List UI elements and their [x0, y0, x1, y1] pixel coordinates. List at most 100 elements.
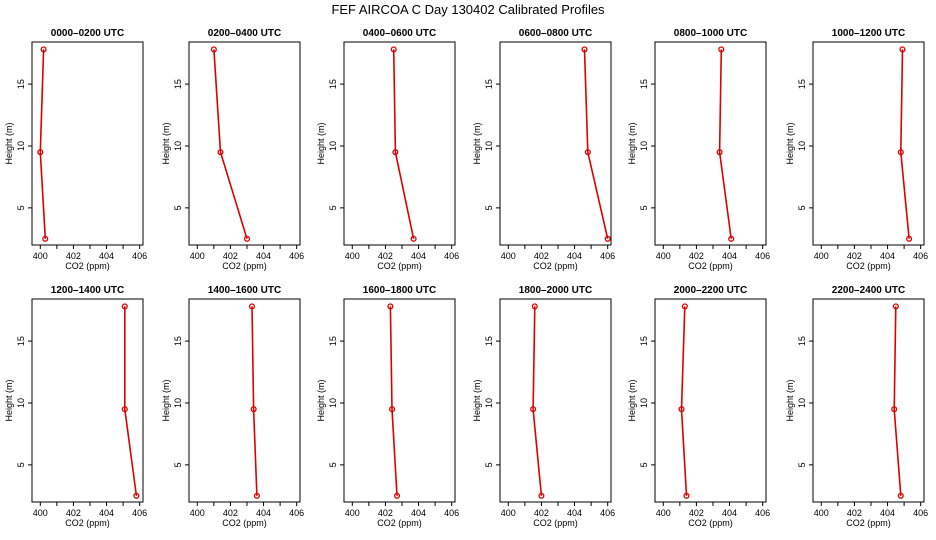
x-tick-label: 406 [600, 508, 615, 518]
data-point [681, 303, 688, 310]
x-tick-label: 404 [880, 508, 895, 518]
profile-line [899, 49, 910, 239]
y-tick-label: 15 [173, 79, 183, 89]
y-axis-label: Height (m) [316, 122, 326, 164]
plot-frame [499, 41, 612, 246]
data-point [121, 406, 128, 413]
data-point [530, 406, 537, 413]
x-tick-label: 400 [814, 508, 829, 518]
panel-title: 0200–0400 UTC [208, 28, 281, 39]
chart-panel: 2200–2400 UTC 400 402 404 406 5 10 15 CO2 (ppm) H… [785, 285, 928, 528]
y-tick-label: 15 [639, 79, 649, 89]
plot-frame [343, 298, 456, 503]
profile-line [124, 306, 138, 496]
y-tick-label: 5 [797, 205, 807, 210]
data-point [683, 492, 690, 499]
y-tick-label: 10 [16, 398, 26, 408]
x-tick-label: 404 [411, 508, 426, 518]
data-point [906, 235, 913, 242]
x-axis-label: CO2 (ppm) [65, 518, 110, 528]
y-tick-label: 10 [639, 141, 649, 151]
y-axis-label: Height (m) [472, 122, 482, 164]
plot-frame [343, 41, 456, 246]
panel-title: 2000–2200 UTC [674, 285, 747, 296]
data-point [410, 235, 417, 242]
y-tick-label: 10 [328, 398, 338, 408]
profile-line [392, 49, 415, 239]
x-tick-label: 406 [444, 508, 459, 518]
y-tick-label: 10 [328, 141, 338, 151]
y-tick-label: 5 [484, 462, 494, 467]
y-tick-label: 10 [797, 398, 807, 408]
x-tick-label: 406 [755, 251, 770, 261]
plot-frame [188, 298, 301, 503]
x-tick-label: 406 [913, 251, 928, 261]
data-point [121, 303, 128, 310]
y-tick-label: 5 [797, 462, 807, 467]
panel-title: 1600–1800 UTC [363, 285, 436, 296]
data-point [248, 303, 256, 310]
profile-line [251, 306, 258, 496]
y-axis-label: Height (m) [627, 379, 637, 421]
plot-frame [654, 298, 767, 503]
profile-line [532, 306, 543, 496]
x-axis-label: CO2 (ppm) [222, 261, 267, 271]
data-point [538, 492, 545, 499]
x-tick-label: 402 [66, 508, 81, 518]
x-axis-label: CO2 (ppm) [222, 518, 267, 528]
x-axis-label: CO2 (ppm) [533, 261, 578, 271]
panel-title: 1400–1600 UTC [208, 285, 281, 296]
y-tick-label: 15 [328, 79, 338, 89]
data-point [716, 149, 723, 156]
x-tick-label: 400 [345, 508, 360, 518]
x-axis-label: CO2 (ppm) [65, 261, 110, 271]
data-point [892, 303, 899, 310]
panel-title: 0600–0800 UTC [519, 28, 592, 39]
x-tick-label: 402 [66, 251, 81, 261]
y-tick-label: 10 [16, 141, 26, 151]
y-axis-label: Height (m) [785, 379, 795, 421]
y-tick-label: 15 [173, 336, 183, 346]
panel-title: 2200–2400 UTC [832, 285, 905, 296]
y-axis-label: Height (m) [161, 122, 171, 164]
x-tick-label: 400 [33, 508, 48, 518]
x-tick-label: 402 [378, 508, 393, 518]
x-axis-label: CO2 (ppm) [846, 261, 891, 271]
x-tick-label: 404 [256, 251, 271, 261]
profile-line [893, 306, 902, 496]
x-tick-label: 400 [501, 251, 516, 261]
y-tick-label: 5 [173, 205, 183, 210]
data-point [581, 46, 588, 53]
x-tick-label: 402 [534, 508, 549, 518]
data-point [584, 149, 591, 156]
x-tick-label: 402 [223, 508, 238, 518]
data-point [133, 492, 140, 499]
y-tick-label: 10 [173, 398, 183, 408]
x-tick-label: 400 [501, 508, 516, 518]
x-tick-label: 404 [722, 508, 737, 518]
plot-frame [31, 41, 144, 246]
y-tick-label: 10 [484, 398, 494, 408]
data-point [392, 149, 399, 156]
data-point [728, 235, 735, 242]
panel-title: 0000–0200 UTC [51, 28, 124, 39]
y-tick-label: 10 [639, 398, 649, 408]
x-tick-label: 400 [345, 251, 360, 261]
x-tick-label: 402 [847, 251, 862, 261]
chart-panel: 1000–1200 UTC 400 402 404 406 5 10 15 CO2 (ppm) H… [785, 28, 928, 271]
y-tick-label: 15 [797, 79, 807, 89]
x-axis-label: CO2 (ppm) [377, 518, 422, 528]
y-tick-label: 5 [484, 205, 494, 210]
x-tick-label: 404 [411, 251, 426, 261]
y-tick-label: 15 [328, 336, 338, 346]
data-point [393, 492, 401, 499]
profile-line [39, 49, 47, 239]
y-axis-label: Height (m) [785, 122, 795, 164]
y-axis-label: Height (m) [161, 379, 171, 421]
chart-panel: 1400–1600 UTC 400 402 404 406 5 10 15 CO2 (ppm) H… [161, 285, 304, 528]
x-tick-label: 406 [132, 251, 147, 261]
data-point [387, 303, 394, 310]
data-point [897, 149, 904, 156]
y-tick-label: 5 [639, 462, 649, 467]
x-tick-label: 400 [190, 508, 205, 518]
